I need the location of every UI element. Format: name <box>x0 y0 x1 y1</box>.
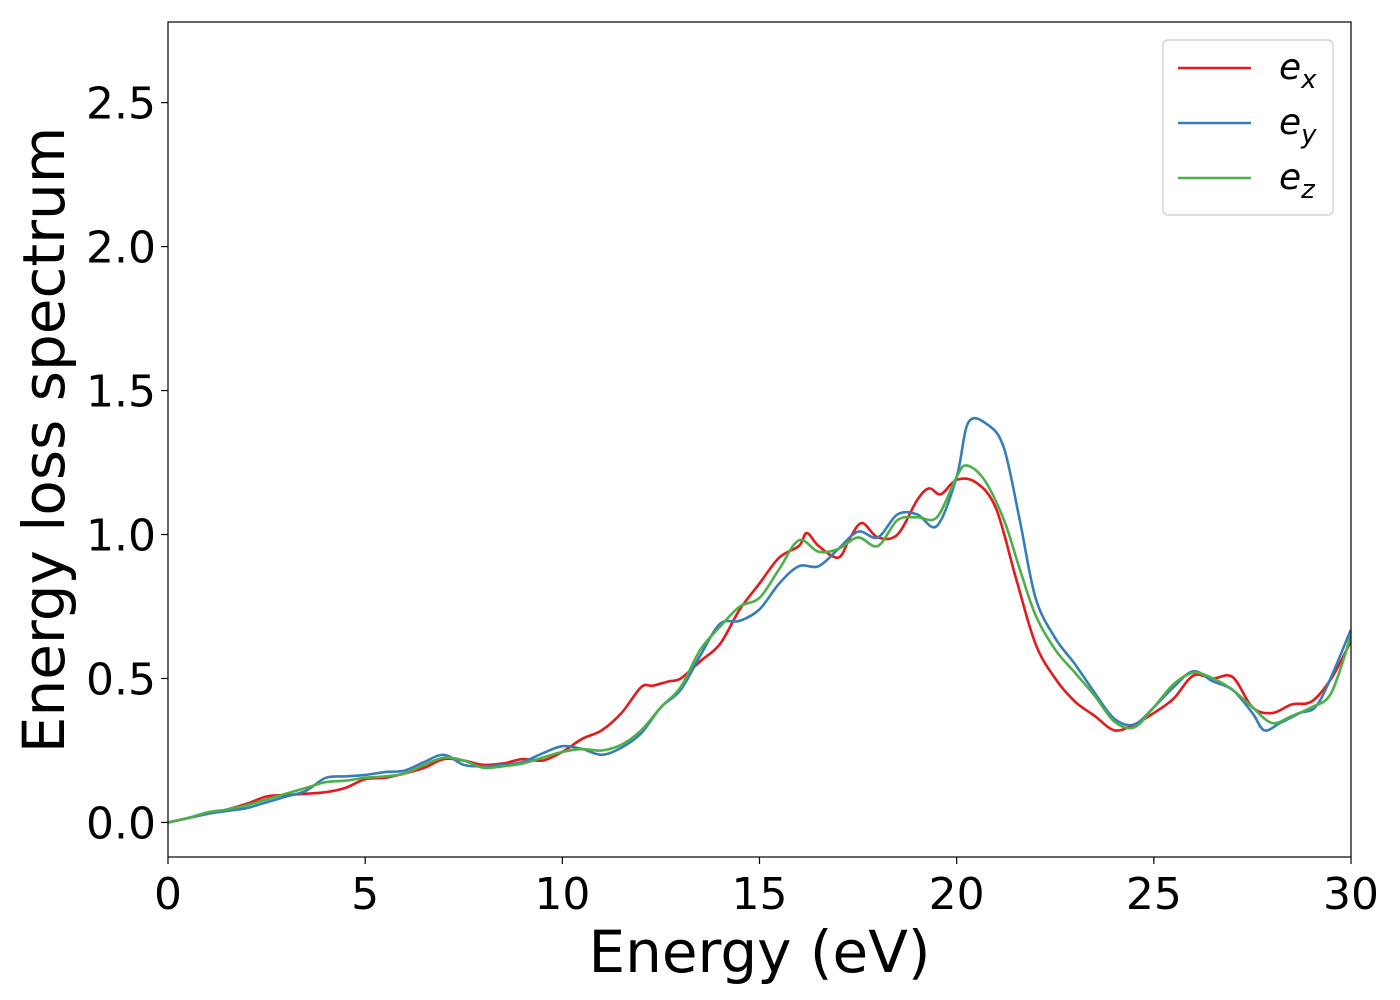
x-tick-label: 10 <box>534 869 590 920</box>
x-tick-label: 25 <box>1126 869 1182 920</box>
series-line-ez <box>168 464 1351 824</box>
legend-box <box>1162 39 1334 216</box>
y-tick-label: 0.5 <box>86 654 156 705</box>
y-tick-label: 1.0 <box>86 511 156 562</box>
x-tick-label: 5 <box>351 869 379 920</box>
legend-label: ey <box>1279 102 1317 150</box>
y-axis-title: Energy loss spectrum <box>10 127 78 753</box>
y-tick-label: 2.5 <box>86 79 156 130</box>
y-axis: 0.0 0.5 1.0 1.5 2.0 2.5 <box>86 79 168 849</box>
y-tick-label: 0.0 <box>86 798 156 849</box>
y-tick-label: 1.5 <box>86 367 156 418</box>
legend-label: ez <box>1279 157 1316 205</box>
legend-label-subscript: z <box>1300 175 1316 205</box>
legend-label-subscript: y <box>1300 120 1317 150</box>
x-axis: 0 5 10 15 20 25 30 <box>154 857 1379 920</box>
plot-area <box>168 22 1351 857</box>
legend-label-base: e <box>1279 157 1301 198</box>
x-axis-title: Energy (eV) <box>588 918 930 986</box>
x-tick-label: 0 <box>154 869 182 920</box>
y-tick-label: 2.0 <box>86 223 156 274</box>
legend-label-subscript: x <box>1300 65 1317 95</box>
x-tick-label: 20 <box>929 869 985 920</box>
x-tick-label: 30 <box>1323 869 1379 920</box>
legend-label: ex <box>1279 47 1317 95</box>
x-tick-label: 15 <box>732 869 788 920</box>
legend-label-base: e <box>1279 102 1301 143</box>
legend-label-base: e <box>1279 47 1301 88</box>
series-layer <box>168 416 1351 824</box>
